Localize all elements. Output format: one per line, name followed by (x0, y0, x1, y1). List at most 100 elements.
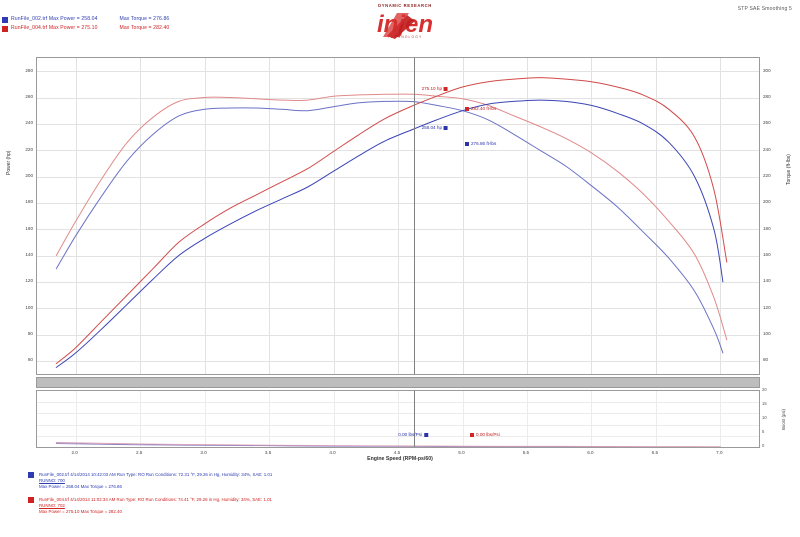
main-curves (37, 58, 759, 374)
x-axis-tick: 2.5 (135, 450, 143, 455)
boost-axis-tick: 20 (762, 387, 767, 392)
y-axis-right-tick: 160 (763, 252, 771, 257)
legend-run1-torque: Max Torque = 276.86 (119, 16, 170, 22)
run-peaks-line: Max Power = 258.04 Max Torque = 276.86 (39, 484, 122, 489)
series-line (55, 93, 728, 341)
panel-separator-band (36, 377, 760, 388)
legend-row-run1: RunFile_002.trf Max Power = 258.04 Max T… (2, 15, 342, 24)
y-axis-right-tick: 260 (763, 120, 771, 126)
peak-marker-icon (465, 141, 469, 146)
brand-wordmark-icon: injen (345, 9, 465, 39)
y-axis-left-tick: 80 (27, 331, 33, 336)
x-axis-tick: 3.5 (264, 450, 272, 455)
peak-power-red: 275.10 hp (422, 85, 448, 92)
y-axis-right-tick: 240 (763, 146, 771, 152)
peak-value-label: 275.10 hp (421, 86, 442, 91)
run-info-block: RunFile_002.trf 4/14/2014 10:42:03 AM Ru… (28, 472, 788, 522)
boost-axis-tick: 10 (762, 415, 767, 420)
y-axis-right-tick: 300 (763, 67, 771, 73)
injen-logo: DYNAMIC RESEARCH injen TECHNOLOGY (345, 3, 465, 48)
y-axis-right-tick: 80 (763, 357, 769, 363)
y-axis-right-tick: 220 (763, 173, 771, 178)
run-number-line[interactable]: RUNNO: 702 (39, 503, 65, 508)
series-line (55, 99, 724, 368)
boost-red: 0.00 lbs/Psi (470, 431, 500, 438)
peak-marker-icon (465, 106, 469, 111)
header-legend: RunFile_002.trf Max Power = 258.04 Max T… (2, 15, 342, 33)
y-axis-left-tick: 220 (25, 146, 33, 152)
boost-value-label: 0.00 lbs/Psi (398, 432, 422, 437)
peak-torque-red: 282.40 ft-lbs (465, 105, 496, 112)
y-axis-right-tick: 200 (763, 199, 771, 205)
boost-axis-tick: 5 (762, 429, 765, 434)
series-line (55, 77, 728, 364)
series-line (55, 100, 724, 354)
x-axis-tick: 6.0 (587, 450, 594, 455)
series-line (55, 442, 721, 447)
cursor-line[interactable] (413, 58, 415, 374)
peak-value-label: 276.86 ft-lbs (471, 141, 497, 146)
y-axis-right-tick: 280 (763, 94, 771, 99)
run-entry: RunFile_002.trf 4/14/2014 10:42:03 AM Ru… (28, 472, 788, 490)
run-peaks-line: Max Power = 275.10 Max Torque = 282.40 (39, 509, 122, 514)
peak-marker-icon (444, 125, 448, 130)
y-axis-left-tick: 100 (25, 304, 33, 310)
y-axis-left-tick: 120 (25, 278, 33, 284)
legend-run1-text: RunFile_002.trf Max Power = 258.04 (11, 16, 98, 22)
y-axis-right-tick: 140 (763, 278, 771, 284)
y-axis-left-tick: 60 (27, 357, 33, 363)
boost-marker-icon (470, 432, 474, 437)
boost-marker-icon (424, 432, 428, 437)
peak-value-label: 258.04 hp (421, 125, 442, 130)
boost-axis-title: Boost (psi) (781, 409, 786, 430)
y-axis-left-tick: 280 (25, 67, 33, 73)
boost-curves (37, 391, 759, 447)
y-axis-right-tick: 180 (763, 225, 771, 231)
run-swatch-blue-icon (28, 472, 34, 478)
y-axis-left-tick: 200 (25, 173, 33, 178)
run-number-line[interactable]: RUNNO: 700 (39, 478, 65, 483)
y-axis-left-tick: 160 (25, 225, 33, 231)
brand-tagline-bottom: TECHNOLOGY (387, 35, 423, 39)
main-plot-area (36, 57, 760, 375)
peak-power-blue: 258.04 hp (422, 124, 448, 131)
y-axis-left-title: Power (hp) (6, 150, 12, 175)
y-axis-left-tick: 140 (25, 252, 33, 257)
run-swatch-red-icon (28, 497, 34, 503)
x-axis-tick: 7.0 (716, 450, 723, 455)
x-axis-title: Engine Speed (RPM-ps/60) (367, 456, 433, 462)
boost-axis-tick: 15 (762, 401, 767, 406)
peak-value-label: 282.40 ft-lbs (471, 106, 497, 111)
run-conditions-line: RunFile_002.trf 4/14/2014 10:42:03 AM Ru… (39, 472, 273, 477)
peak-marker-icon (444, 86, 448, 91)
x-axis-tick: 2.0 (71, 450, 78, 455)
y-axis-left-tick: 240 (25, 120, 33, 126)
x-axis-tick: 4.5 (393, 450, 401, 455)
legend-row-run2: RunFile_004.trf Max Power = 275.10 Max T… (2, 24, 342, 33)
x-axis-tick: 5.0 (458, 450, 465, 455)
run-entry: RunFile_004.trf 4/14/2014 11:02:34 AM Ru… (28, 497, 788, 515)
y-axis-right-tick: 100 (763, 331, 771, 336)
peak-torque-blue: 276.86 ft-lbs (465, 140, 496, 147)
brand-tagline-top: DYNAMIC RESEARCH (378, 3, 432, 8)
boost-plot-area (36, 390, 760, 448)
x-axis-tick: 6.5 (651, 450, 659, 455)
status-correction-mode: STP SAE Smoothing 5 (737, 6, 792, 12)
legend-swatch-blue-icon (2, 16, 8, 23)
y-axis-left-tick: 260 (25, 94, 33, 99)
y-axis-right-tick: 120 (763, 304, 771, 310)
x-axis-tick: 4.0 (329, 450, 336, 455)
run-conditions-line: RunFile_004.trf 4/14/2014 11:02:34 AM Ru… (39, 497, 272, 502)
boost-cursor-line[interactable] (413, 391, 415, 447)
y-axis-left-tick: 180 (25, 199, 33, 205)
boost-blue: 0.00 lbs/Psi (398, 431, 428, 438)
x-axis-tick: 5.5 (522, 450, 530, 455)
y-axis-right-title: Torque (ft-lbs) (786, 154, 792, 185)
x-axis-tick: 3.0 (200, 450, 207, 455)
legend-run2-text: RunFile_004.trf Max Power = 275.10 (11, 25, 98, 31)
legend-swatch-red-icon (2, 25, 8, 32)
boost-value-label: 0.00 lbs/Psi (476, 432, 500, 437)
legend-run2-torque: Max Torque = 282.40 (119, 25, 170, 31)
boost-axis-tick: 0 (762, 443, 765, 448)
